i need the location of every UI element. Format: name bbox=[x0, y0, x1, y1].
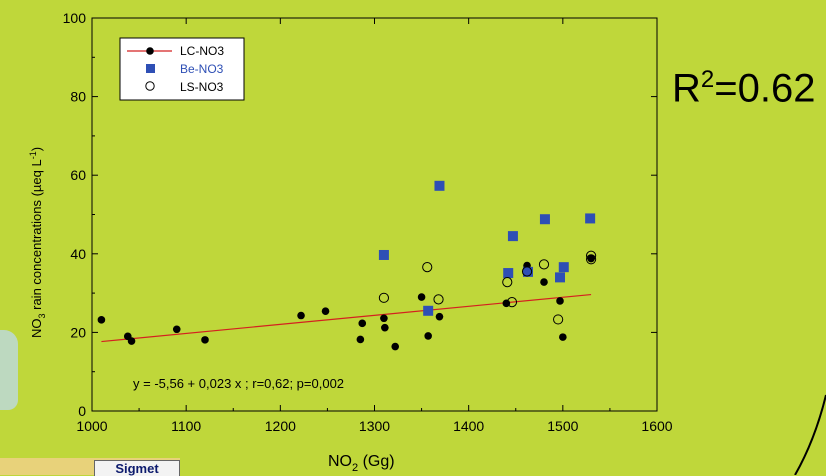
point-be-no3 bbox=[423, 305, 434, 316]
y-axis-title-end: ) bbox=[29, 147, 44, 151]
x-tick-label: 1300 bbox=[359, 418, 390, 434]
y-tick-label: 20 bbox=[70, 324, 86, 340]
x-tick-label: 1200 bbox=[265, 418, 296, 434]
x-tick-label: 1400 bbox=[453, 418, 484, 434]
point-lc-no3 bbox=[97, 316, 106, 324]
y-tick-label: 100 bbox=[63, 10, 87, 26]
point-be-no3 bbox=[539, 214, 550, 225]
y-tick-label: 0 bbox=[78, 403, 86, 419]
point-ls-no3 bbox=[553, 314, 564, 325]
data-points bbox=[97, 180, 597, 351]
r2-rest: =0.62 bbox=[714, 66, 816, 111]
regression-line bbox=[101, 293, 592, 343]
point-ls-no3 bbox=[585, 250, 597, 261]
point-lc-no3 bbox=[424, 332, 432, 340]
x-axis-title-main: NO bbox=[328, 453, 352, 470]
r2-base: R bbox=[672, 66, 701, 111]
tick-marks: 1000 1100 1200 1300 1400 1500 1600 0 20 40 60 80 100 bbox=[63, 10, 673, 434]
point-lc-no3 bbox=[559, 333, 567, 341]
sigmet-logo: Sigmet bbox=[94, 460, 180, 476]
point-lc-no3 bbox=[391, 342, 400, 351]
point-lc-no3 bbox=[356, 335, 365, 344]
point-ls-no3 bbox=[502, 276, 513, 288]
point-lc-no3 bbox=[556, 297, 564, 305]
point-be-no3 bbox=[507, 231, 518, 242]
y-tick-label: 80 bbox=[70, 89, 86, 105]
point-ls-no3 bbox=[422, 262, 433, 273]
point-lc-no3 bbox=[380, 314, 388, 323]
point-lc-no3 bbox=[297, 311, 305, 320]
point-be-no3 bbox=[555, 272, 566, 283]
legend-box bbox=[119, 37, 245, 101]
point-lc-no3 bbox=[172, 325, 181, 334]
point-lc-no3 bbox=[435, 312, 444, 321]
point-be-no3 bbox=[434, 180, 445, 191]
map-fragment bbox=[0, 330, 18, 410]
x-tick-label: 1100 bbox=[171, 418, 201, 434]
point-be-no3 bbox=[378, 249, 389, 260]
legend-marker-be bbox=[146, 64, 155, 73]
legend-label-be: Be-NO3 bbox=[180, 62, 224, 76]
point-lc-no3 bbox=[381, 323, 389, 332]
legend-label-lc: LC-NO3 bbox=[180, 44, 224, 58]
y-axis-title-sub: 3 bbox=[37, 313, 47, 318]
x-tick-label: 1000 bbox=[76, 418, 107, 434]
r2-sup: 2 bbox=[700, 66, 715, 93]
x-tick-label: 1500 bbox=[547, 418, 578, 434]
point-be-no3 bbox=[558, 262, 569, 273]
point-ls-no3 bbox=[378, 292, 390, 303]
point-lc-no3 bbox=[358, 319, 367, 328]
legend-marker-ls bbox=[145, 81, 155, 91]
y-axis-title: NO3 rain concentrations (µeq L-1) bbox=[28, 147, 47, 338]
decorative-swoosh bbox=[794, 394, 826, 475]
point-lc-no3 bbox=[540, 278, 548, 286]
point-ls-no3 bbox=[521, 266, 533, 277]
x-axis-title-sub: 2 bbox=[352, 462, 358, 474]
point-be-no3 bbox=[522, 266, 533, 277]
point-ls-no3 bbox=[538, 259, 550, 270]
point-be-no3 bbox=[585, 213, 596, 224]
x-axis-title: NO2 (Gg) bbox=[328, 453, 395, 474]
point-lc-no3 bbox=[417, 293, 426, 301]
legend: LC-NO3 Be-NO3 LS-NO3 bbox=[119, 37, 245, 101]
legend-label-ls: LS-NO3 bbox=[180, 80, 224, 94]
point-ls-no3 bbox=[585, 254, 597, 265]
y-axis-title-sup: -1 bbox=[28, 151, 38, 159]
y-tick-label: 60 bbox=[70, 167, 86, 183]
y-axis-title-rest: rain concentrations (µeq L bbox=[29, 159, 44, 313]
x-axis-title-rest: (Gg) bbox=[358, 453, 394, 470]
point-ls-no3 bbox=[433, 294, 444, 305]
regression-equation: y = -5,56 + 0,023 x ; r=0,62; p=0,002 bbox=[133, 376, 344, 391]
regression-line-layer bbox=[101, 293, 592, 343]
r-squared-annotation: R2=0.62 bbox=[672, 66, 815, 111]
point-lc-no3 bbox=[127, 337, 136, 345]
y-tick-label: 40 bbox=[70, 246, 86, 262]
point-lc-no3 bbox=[201, 336, 209, 344]
point-lc-no3 bbox=[321, 307, 330, 315]
point-be-no3 bbox=[503, 268, 514, 279]
y-axis-title-main: NO bbox=[29, 319, 44, 339]
legend-marker-lc bbox=[146, 47, 154, 55]
point-ls-no3 bbox=[506, 297, 518, 308]
x-tick-label: 1600 bbox=[641, 418, 672, 434]
